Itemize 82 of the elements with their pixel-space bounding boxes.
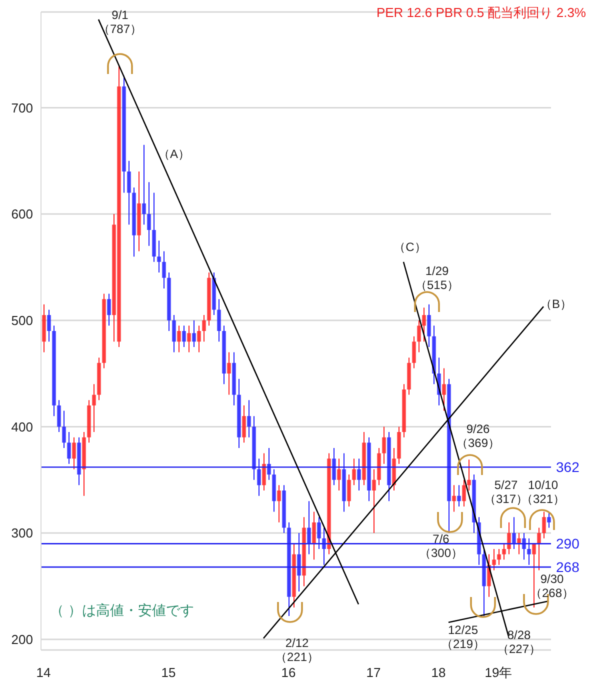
candlestick — [417, 320, 421, 353]
annotation: （B） — [540, 297, 572, 311]
candlestick — [492, 548, 496, 571]
annotation: 12/25 （219） — [440, 623, 486, 651]
candlestick — [182, 325, 186, 348]
candlestick — [332, 447, 336, 486]
candlestick — [177, 325, 181, 353]
candlestick — [337, 458, 341, 491]
y-tick-label: 300 — [11, 526, 33, 541]
candlestick — [187, 325, 191, 353]
x-tick-label: 18 — [431, 665, 446, 680]
x-tick-label: 17 — [366, 665, 381, 680]
candlestick — [72, 436, 76, 470]
candlestick — [197, 325, 201, 353]
candlestick — [307, 500, 311, 555]
annotation: 7/6 （300） — [418, 532, 464, 560]
candlestick — [537, 527, 541, 571]
ref-line-label: 362 — [556, 459, 580, 476]
x-tick-label: 15 — [161, 665, 176, 680]
candlestick — [422, 307, 426, 342]
candlestick — [107, 293, 111, 326]
y-tick-label: 600 — [11, 206, 33, 222]
candlestick — [67, 432, 71, 464]
x-tick-label: 19年 — [484, 665, 512, 680]
y-tick-label: 700 — [11, 100, 33, 116]
candlestick — [512, 516, 516, 550]
candlestick — [277, 484, 281, 523]
candlestick — [162, 250, 166, 289]
candlestick — [352, 458, 356, 486]
candlestick — [467, 459, 471, 491]
candlestick — [202, 314, 206, 342]
candlestick — [127, 160, 131, 226]
ref-line-label: 290 — [556, 536, 580, 552]
annotation: （A） — [158, 147, 190, 161]
candlestick — [147, 182, 151, 246]
y-tick-label: 200 — [11, 632, 33, 647]
candlestick — [382, 426, 386, 464]
candlestick — [412, 336, 416, 369]
annotation: （ ）は高値・安値です — [50, 602, 194, 618]
candlestick — [532, 543, 536, 608]
candlestick — [217, 298, 221, 342]
candlestick — [462, 479, 466, 507]
candlestick — [62, 410, 66, 448]
candlestick — [317, 516, 321, 550]
candlestick — [547, 511, 551, 528]
candlestick — [247, 400, 251, 438]
candlestick — [242, 404, 246, 444]
chart-title: PER 12.6 PBR 0.5 配当利回り 2.3% — [376, 4, 586, 22]
x-tick-label: 16 — [281, 665, 296, 680]
candlestick — [497, 548, 501, 566]
y-tick-label: 500 — [11, 312, 33, 328]
candlestick — [502, 543, 506, 560]
candlestick — [227, 352, 231, 396]
candlestick — [92, 384, 96, 433]
candlestick — [457, 484, 461, 507]
annotation: 9/1 （787） — [98, 8, 142, 36]
annotation: 9/26 （369） — [456, 422, 500, 450]
x-tick-label: 14 — [36, 665, 51, 680]
candlestick — [192, 320, 196, 348]
candlestick — [262, 452, 266, 491]
candlestick — [57, 400, 61, 433]
annotation: 2/12 （221） — [274, 636, 320, 664]
candlestick — [452, 484, 456, 512]
candlestick — [312, 511, 316, 560]
candlestick — [347, 474, 351, 507]
annotation: 1/29 （515） — [414, 264, 460, 292]
candlestick — [142, 144, 146, 226]
annotation: 8/28 （227） — [496, 628, 542, 656]
candlestick — [257, 458, 261, 496]
candlestick — [442, 368, 446, 412]
candlestick — [542, 511, 546, 539]
candlestick — [372, 468, 376, 534]
candlestick — [157, 240, 161, 274]
annotation: （C） — [394, 240, 426, 254]
candlestick — [427, 304, 431, 348]
y-tick-label: 400 — [11, 419, 33, 434]
candlestick — [507, 522, 511, 555]
candlestick — [527, 538, 531, 566]
candlestick — [47, 309, 51, 342]
candlestick — [172, 314, 176, 353]
candlestick — [357, 458, 361, 491]
candlestick — [297, 532, 301, 592]
